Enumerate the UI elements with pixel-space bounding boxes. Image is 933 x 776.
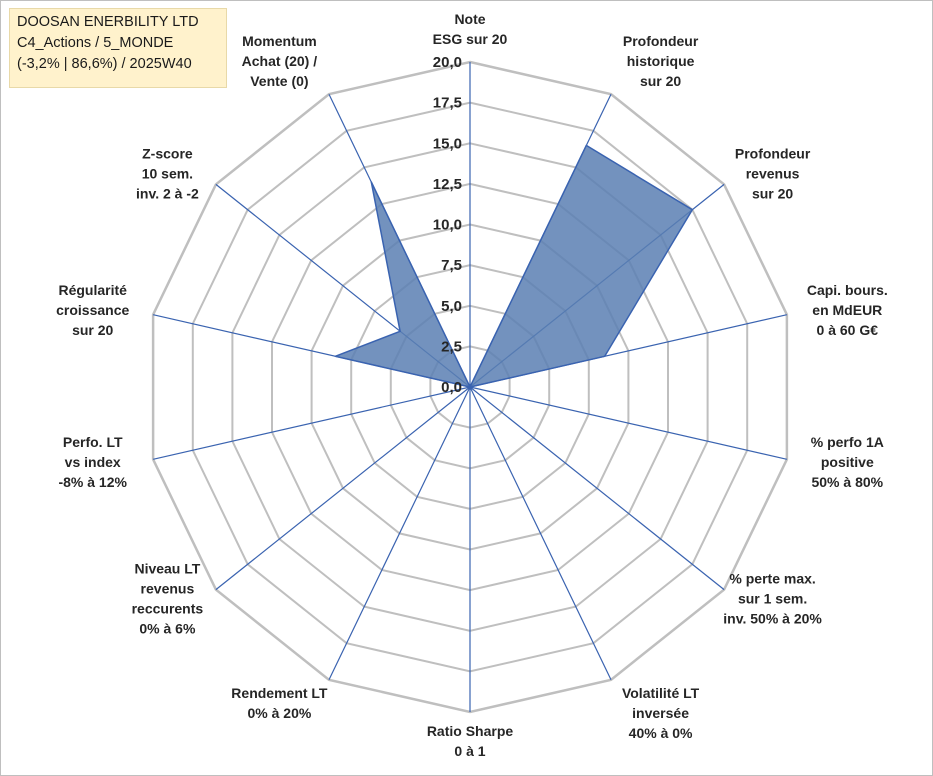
tick-labels: 0,0 2,5 5,0 7,5 10,0 12,5 15,0 17,5 20,0 <box>433 54 462 396</box>
category-labels: Note ESG sur 20 Profondeur historique sur 20… <box>56 11 888 759</box>
category-label-line: vs index <box>65 454 121 470</box>
category-label: Régularité croissance sur 20 <box>56 282 129 338</box>
series-area <box>334 144 694 388</box>
category-label: Profondeur revenus sur 20 <box>735 145 811 201</box>
tick-label: 15,0 <box>433 135 462 152</box>
security-stats: (-3,2% | 86,6%) / 2025W40 <box>17 56 192 72</box>
category-label-line: historique <box>627 53 695 69</box>
category-label: Z-score 10 sem. inv. 2 à -2 <box>136 145 199 201</box>
category-label-line: Rendement LT <box>231 685 328 701</box>
category-label: Capi. bours. en MdEUR 0 à 60 G€ <box>807 282 888 338</box>
category-label-line: Note <box>454 11 485 27</box>
category-label-line: Régularité <box>58 282 127 298</box>
tick-label: 5,0 <box>441 298 462 315</box>
category-label-line: Momentum <box>242 33 317 49</box>
axis-spoke <box>469 386 612 681</box>
category-label: % perfo 1A positive 50% à 80% <box>811 434 884 490</box>
tick-label: 20,0 <box>433 54 462 71</box>
category-label-line: 50% à 80% <box>811 474 883 490</box>
category-label: Niveau LT revenus reccurents 0% à 6% <box>132 561 204 637</box>
category-label-line: 0 à 1 <box>454 743 485 759</box>
category-label-line: 0% à 6% <box>139 621 196 637</box>
category-label-line: Niveau LT <box>134 561 200 577</box>
series-polygon <box>334 144 694 388</box>
category-label-line: -8% à 12% <box>58 474 127 490</box>
category-label-line: en MdEUR <box>812 302 882 318</box>
category-label: Note ESG sur 20 <box>433 11 508 47</box>
category-label: Momentum Achat (20) / Vente (0) <box>242 33 318 89</box>
tick-label: 12,5 <box>433 176 462 193</box>
axis-spoke <box>152 386 471 460</box>
category-label: Volatilité LT inversée 40% à 0% <box>622 685 700 741</box>
security-name: DOOSAN ENERBILITY LTD <box>17 14 199 30</box>
tick-label: 17,5 <box>433 95 462 112</box>
category-label-line: inversée <box>632 705 689 721</box>
axis-spoke <box>215 386 471 591</box>
category-label-line: revenus <box>141 581 195 597</box>
axis-spoke <box>469 386 788 460</box>
tick-label: 0,0 <box>441 379 462 396</box>
category-label-line: Ratio Sharpe <box>427 723 514 739</box>
category-label-line: Profondeur <box>623 33 699 49</box>
category-label-line: revenus <box>746 165 800 181</box>
category-label-line: inv. 50% à 20% <box>723 611 822 627</box>
axis-spoke <box>469 386 725 591</box>
category-label-line: Achat (20) / <box>242 53 318 69</box>
category-label-line: % perte max. <box>729 571 815 587</box>
category-label-line: 40% à 0% <box>629 725 693 741</box>
category-label-line: Capi. bours. <box>807 282 888 298</box>
category-label: Profondeur historique sur 20 <box>623 33 699 89</box>
category-label-line: Vente (0) <box>250 73 308 89</box>
tick-label: 10,0 <box>433 217 462 234</box>
category-label-line: Z-score <box>142 145 193 161</box>
tick-label: 2,5 <box>441 338 462 355</box>
category-label: Perfo. LT vs index -8% à 12% <box>58 434 127 490</box>
category-label-line: ESG sur 20 <box>433 31 508 47</box>
security-info-box: DOOSAN ENERBILITY LTD C4_Actions / 5_MON… <box>9 8 227 88</box>
category-label: Ratio Sharpe 0 à 1 <box>427 723 514 759</box>
category-label-line: sur 20 <box>72 322 113 338</box>
category-label-line: inv. 2 à -2 <box>136 185 199 201</box>
category-label-line: Volatilité LT <box>622 685 700 701</box>
category-label-line: croissance <box>56 302 129 318</box>
category-label-line: % perfo 1A <box>811 434 884 450</box>
axis-spoke <box>328 386 471 681</box>
category-label: % perte max. sur 1 sem. inv. 50% à 20% <box>723 571 822 627</box>
category-label-line: 0 à 60 G€ <box>817 322 879 338</box>
security-category: C4_Actions / 5_MONDE <box>17 35 174 51</box>
category-label-line: 10 sem. <box>142 165 193 181</box>
category-label-line: reccurents <box>132 601 204 617</box>
category-label-line: 0% à 20% <box>247 705 311 721</box>
category-label-line: sur 1 sem. <box>738 591 807 607</box>
tick-label: 7,5 <box>441 257 462 274</box>
category-label-line: Perfo. LT <box>63 434 123 450</box>
category-label-line: positive <box>821 454 874 470</box>
category-label-line: sur 20 <box>752 185 793 201</box>
category-label-line: Profondeur <box>735 145 811 161</box>
category-label-line: sur 20 <box>640 73 681 89</box>
category-label: Rendement LT 0% à 20% <box>231 685 328 721</box>
